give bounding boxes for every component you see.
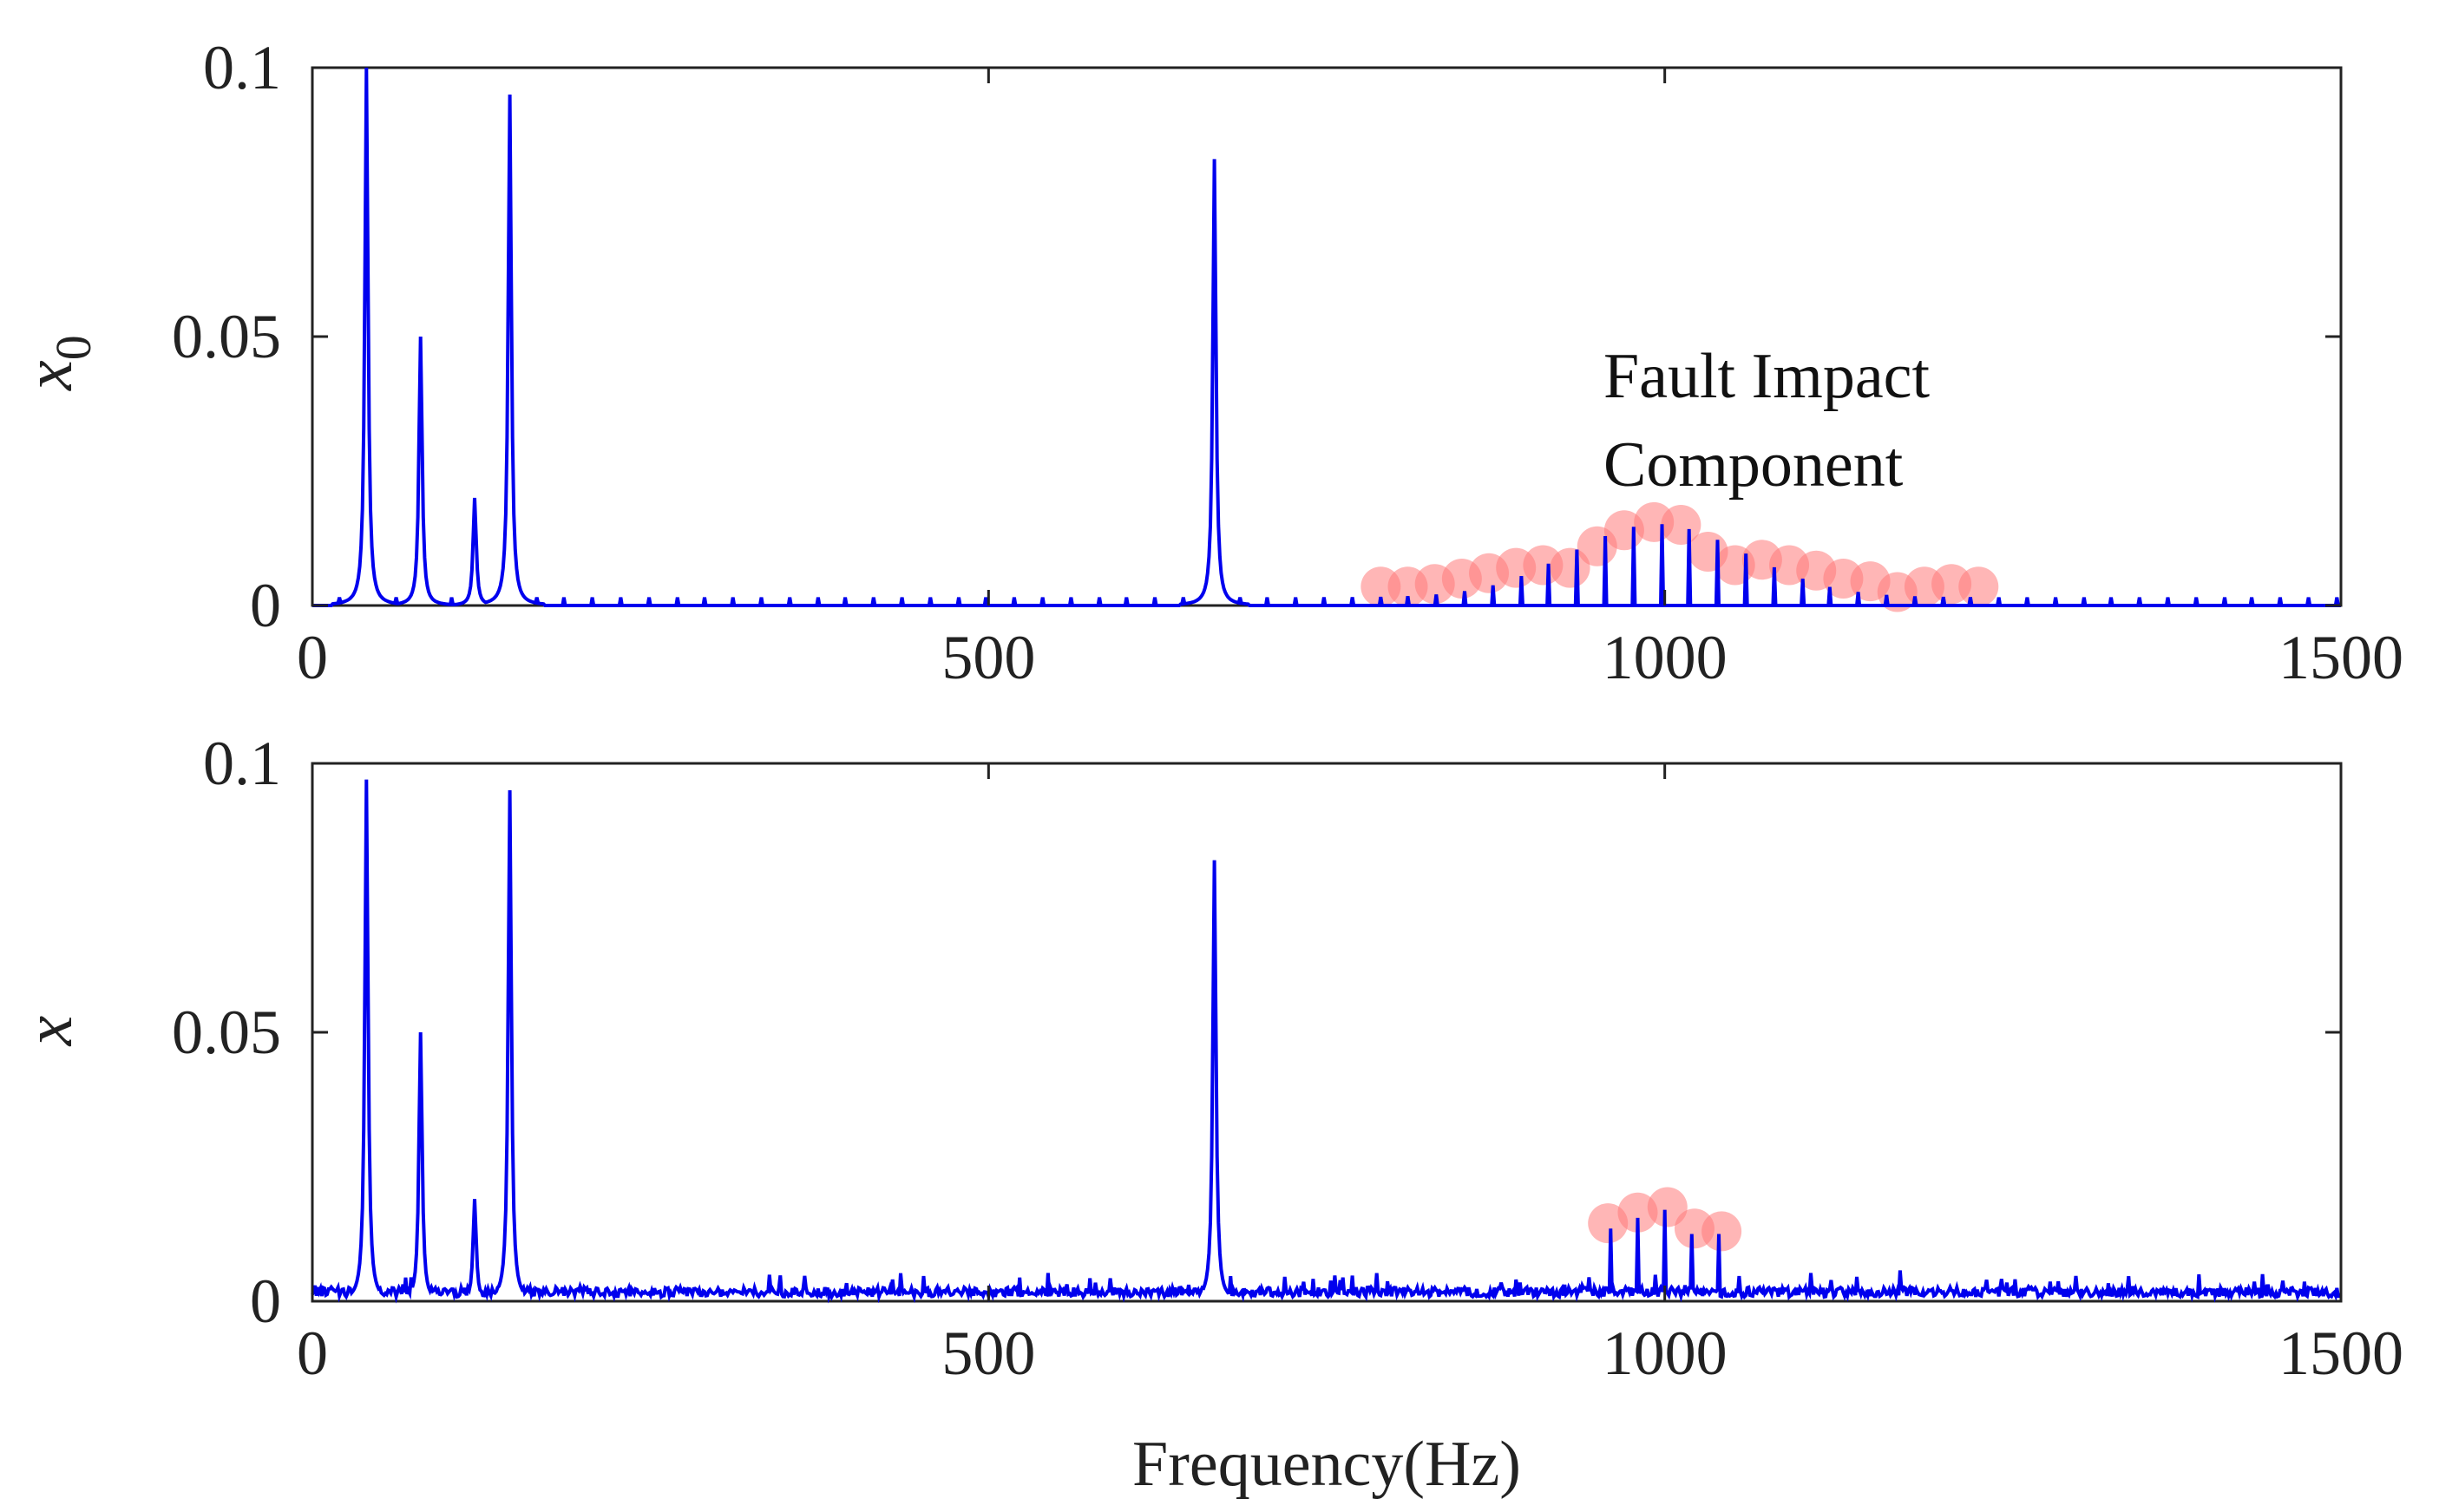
bottom-fault-marker [1617,1192,1658,1233]
top-ylabel-main: x [10,360,86,391]
top-ytick-label: 0 [250,571,281,640]
bottom-spectrum-line [311,779,2343,1304]
top-fault-markers [1360,501,1999,612]
top-xtick-label: 1000 [1603,623,1728,692]
bottom-ytick-label: 0.1 [203,729,281,798]
top-ticks: 0 500 1000 1500 0 0.05 0.1 [172,33,2403,692]
bottom-xlabel: Frequency(Hz) [1132,1429,1521,1500]
bottom-xtick-label: 1000 [1603,1319,1728,1388]
top-ytick-label: 0.05 [172,302,281,371]
bottom-panel: 0 500 1000 1500 0 0.05 0.1 x Frequency(Hz) [10,729,2403,1500]
top-fault-marker [1661,505,1701,545]
annotation-line-2: Component [1603,429,1904,501]
bottom-ylabel: x [10,1015,86,1046]
bottom-ytick-label: 0.05 [172,998,281,1067]
top-ytick-label: 0.1 [203,33,281,102]
top-ylabel-subscript: 0 [45,335,102,360]
top-xtick-label: 500 [941,623,1035,692]
bottom-xtick-label: 0 [297,1319,328,1388]
bottom-ticks: 0 500 1000 1500 0 0.05 0.1 [172,729,2403,1388]
bottom-xtick-label: 1500 [2278,1319,2403,1388]
top-fault-marker [1958,566,1999,607]
top-fault-marker [1550,547,1590,588]
top-spectrum-line [312,67,2341,607]
top-plot-frame [311,66,2343,607]
annotation-line-1: Fault Impact [1603,341,1931,412]
bottom-xtick-label: 500 [941,1319,1035,1388]
top-xtick-label: 1500 [2278,623,2403,692]
bottom-fault-marker [1701,1211,1742,1252]
top-xtick-label: 0 [297,623,328,692]
top-panel: 0 500 1000 1500 0 0.05 0.1 Fault Impact Compon… [10,33,2403,692]
bottom-plot-frame [311,762,2343,1303]
bottom-ytick-label: 0 [250,1267,281,1336]
top-ylabel: x0 [10,335,102,391]
bottom-fault-markers [1588,1187,1742,1252]
bottom-fault-marker [1647,1187,1688,1227]
